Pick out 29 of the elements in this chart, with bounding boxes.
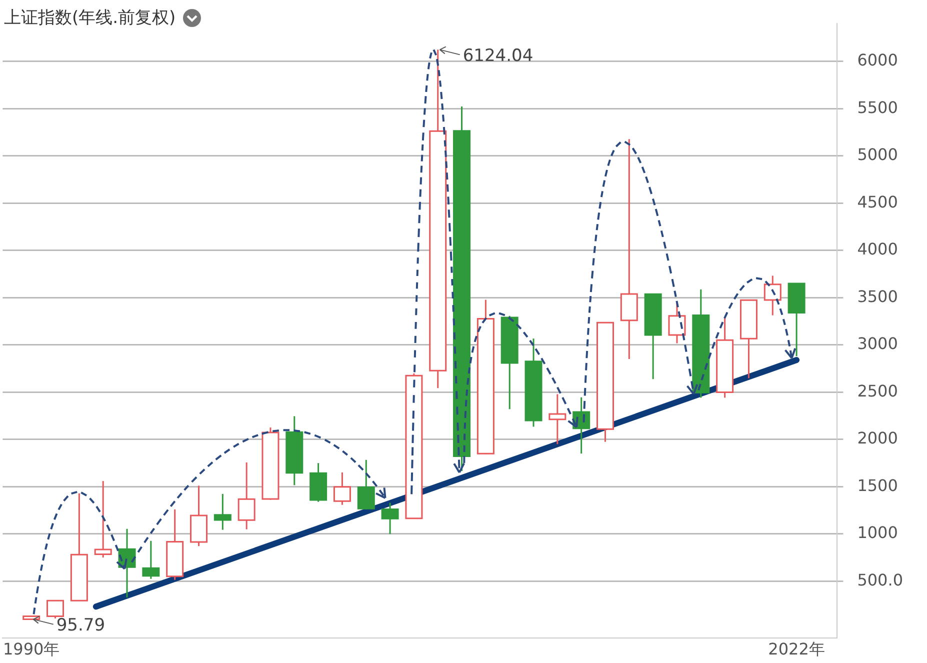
y-tick-label: 2000: [857, 428, 898, 448]
y-tick-label: 1000: [857, 523, 898, 542]
x-tick-label: 2022年: [768, 640, 825, 659]
candlestick: [214, 493, 232, 531]
y-tick-label: 4500: [857, 192, 898, 212]
candlestick: [548, 393, 566, 445]
annotation: 95.79: [56, 616, 106, 636]
y-tick-label: 3000: [857, 334, 898, 354]
y-tick-label: 5500: [857, 98, 898, 117]
y-tick-label: 4000: [857, 240, 898, 259]
candlestick: [94, 480, 112, 558]
annotation: 6124.04: [462, 46, 534, 66]
candlestick: [333, 472, 351, 506]
candlestick: [764, 274, 782, 316]
y-tick-label: 5000: [857, 145, 898, 164]
candlestick: [46, 600, 64, 620]
y-tick-label: 1500: [857, 476, 898, 495]
x-tick-label: 1990年: [3, 640, 60, 659]
y-tick-label: 3500: [857, 286, 898, 306]
y-tick-label: 6000: [857, 50, 898, 70]
chart-title: 上证指数(年线.前复权): [4, 7, 176, 29]
y-tick-label: 500.0: [857, 570, 904, 590]
y-tick-label: 2500: [857, 381, 898, 400]
candlestick: [668, 302, 686, 344]
candlestick: [238, 462, 256, 530]
candlestick: [381, 502, 399, 535]
candlestick: [357, 459, 375, 510]
candlestick: [620, 138, 638, 360]
candlestick: [142, 540, 160, 580]
